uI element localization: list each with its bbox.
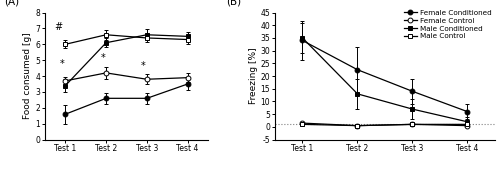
- Legend: Female Conditioned, Female Control, Male Conditioned, Male Control: Female Conditioned, Female Control, Male…: [404, 10, 492, 39]
- Y-axis label: Food consumed [g]: Food consumed [g]: [24, 33, 32, 119]
- Text: #: #: [54, 22, 62, 32]
- Y-axis label: Freezing [%]: Freezing [%]: [248, 48, 258, 104]
- Text: *: *: [60, 59, 64, 69]
- Text: (A): (A): [4, 0, 20, 6]
- Text: *: *: [141, 61, 146, 71]
- Text: *: *: [100, 53, 105, 63]
- Text: (B): (B): [226, 0, 242, 6]
